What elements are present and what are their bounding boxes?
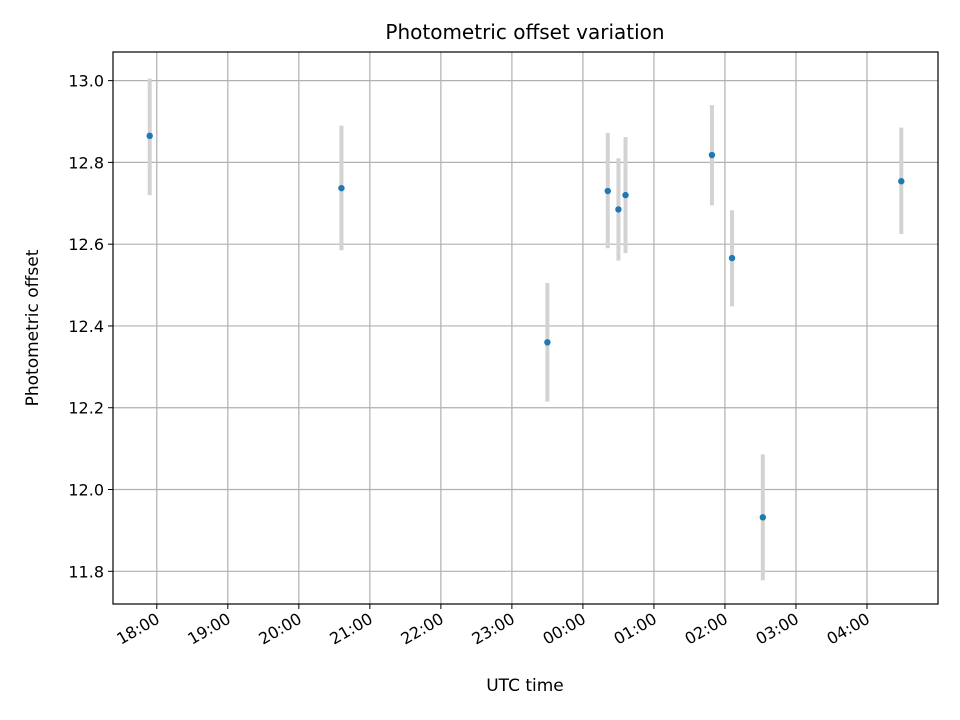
data-point (728, 254, 736, 262)
grid (113, 52, 938, 604)
x-tick-label: 20:00 (255, 609, 304, 649)
y-tick-label: 12.4 (68, 317, 104, 336)
y-tick-label: 12.8 (68, 153, 104, 172)
error-bars (147, 78, 904, 581)
x-tick-label: 19:00 (184, 609, 233, 649)
x-tick-label: 04:00 (824, 609, 873, 649)
data-point (898, 178, 905, 185)
data-point (338, 184, 345, 192)
data-point (146, 132, 153, 140)
y-tick-label: 12.0 (68, 481, 104, 500)
data-point (708, 151, 716, 159)
plot-area-frame (112, 51, 939, 605)
data-point (544, 339, 551, 346)
x-tick-label: 18:00 (113, 609, 162, 649)
data-point (622, 191, 629, 199)
y-tick-label: 13.0 (68, 72, 104, 91)
x-tick-label: 03:00 (753, 609, 802, 649)
x-tick-label: 02:00 (682, 609, 731, 649)
x-tick-label: 00:00 (539, 609, 588, 649)
data-point (615, 206, 622, 213)
x-tick-label: 22:00 (397, 609, 446, 649)
x-axis-ticks: 18:00 19:00 20:00 21:00 22:00 23:00 00:00 01:00… (113, 604, 873, 649)
data-point (759, 514, 767, 521)
chart-title: Photometric offset variation (385, 20, 664, 44)
y-tick-label: 11.8 (68, 562, 104, 581)
x-tick-label: 01:00 (610, 609, 659, 649)
y-tick-label: 12.2 (68, 399, 104, 418)
x-axis-label: UTC time (486, 676, 564, 696)
y-tick-label: 12.6 (68, 235, 104, 254)
y-axis-label: Photometric offset (23, 249, 43, 406)
x-tick-label: 23:00 (468, 609, 517, 649)
data-point (604, 187, 611, 195)
x-tick-label: 21:00 (326, 609, 375, 649)
data-points (146, 132, 905, 521)
y-axis-ticks: 11.8 12.0 12.2 12.4 12.6 12.8 13.0 (68, 72, 113, 581)
